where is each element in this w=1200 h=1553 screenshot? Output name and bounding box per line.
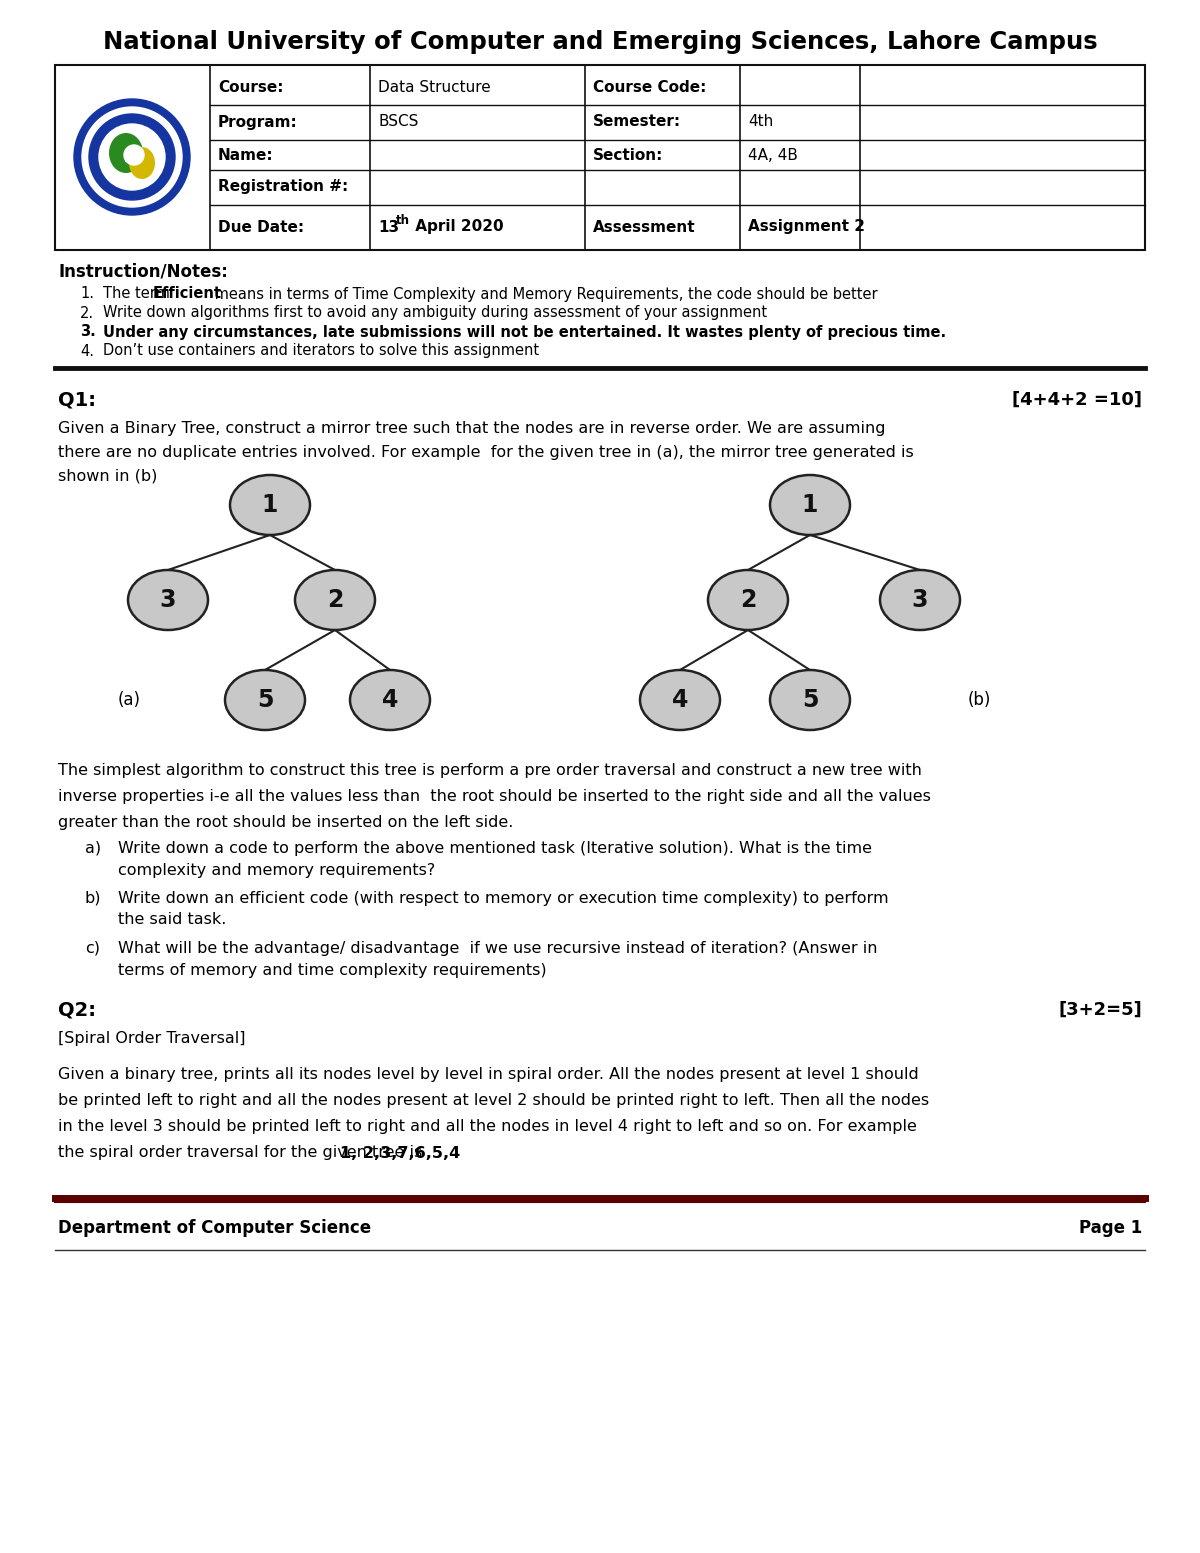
Text: 3: 3: [160, 589, 176, 612]
Text: shown in (b): shown in (b): [58, 469, 157, 483]
Text: greater than the root should be inserted on the left side.: greater than the root should be inserted…: [58, 814, 514, 829]
Text: 2: 2: [740, 589, 756, 612]
Text: Write down an efficient code (with respect to memory or execution time complexit: Write down an efficient code (with respe…: [118, 890, 889, 905]
Text: April 2020: April 2020: [410, 219, 504, 235]
Text: 4A, 4B: 4A, 4B: [748, 148, 798, 163]
Text: Q1:: Q1:: [58, 390, 96, 410]
Text: BSCS: BSCS: [378, 115, 419, 129]
Text: Don’t use containers and iterators to solve this assignment: Don’t use containers and iterators to so…: [103, 343, 539, 359]
Circle shape: [82, 107, 182, 207]
Text: terms of memory and time complexity requirements): terms of memory and time complexity requ…: [118, 963, 547, 977]
Ellipse shape: [770, 475, 850, 534]
Circle shape: [124, 144, 144, 165]
Text: Given a Binary Tree, construct a mirror tree such that the nodes are in reverse : Given a Binary Tree, construct a mirror …: [58, 421, 886, 435]
Text: there are no duplicate entries involved. For example  for the given tree in (a),: there are no duplicate entries involved.…: [58, 444, 913, 460]
Ellipse shape: [130, 148, 155, 179]
Text: 5: 5: [257, 688, 274, 711]
Text: Write down a code to perform the above mentioned task (Iterative solution). What: Write down a code to perform the above m…: [118, 840, 872, 856]
Text: Course Code:: Course Code:: [593, 79, 707, 95]
Text: 4: 4: [672, 688, 688, 711]
Text: [4+4+2 =10]: [4+4+2 =10]: [1012, 391, 1142, 408]
Ellipse shape: [230, 475, 310, 534]
Text: in the level 3 should be printed left to right and all the nodes in level 4 righ: in the level 3 should be printed left to…: [58, 1120, 917, 1135]
Text: Page 1: Page 1: [1079, 1219, 1142, 1238]
Text: Data Structure: Data Structure: [378, 79, 491, 95]
Ellipse shape: [109, 134, 143, 172]
Text: What will be the advantage/ disadvantage  if we use recursive instead of iterati: What will be the advantage/ disadvantage…: [118, 941, 877, 955]
Text: National University of Computer and Emerging Sciences, Lahore Campus: National University of Computer and Emer…: [103, 30, 1097, 54]
Text: Assignment 2: Assignment 2: [748, 219, 865, 235]
Text: 2.: 2.: [80, 306, 94, 320]
Text: Semester:: Semester:: [593, 115, 682, 129]
Circle shape: [74, 99, 190, 214]
Ellipse shape: [880, 570, 960, 631]
Text: 4: 4: [382, 688, 398, 711]
Text: Assessment: Assessment: [593, 219, 696, 235]
Text: Section:: Section:: [593, 148, 664, 163]
Ellipse shape: [640, 669, 720, 730]
Text: (a): (a): [118, 691, 142, 710]
Text: means in terms of Time Complexity and Memory Requirements, the code should be be: means in terms of Time Complexity and Me…: [210, 286, 877, 301]
Text: Write down algorithms first to avoid any ambiguity during assessment of your ass: Write down algorithms first to avoid any…: [103, 306, 767, 320]
Text: 2: 2: [326, 589, 343, 612]
Text: 4.: 4.: [80, 343, 94, 359]
Text: The simplest algorithm to construct this tree is perform a pre order traversal a: The simplest algorithm to construct this…: [58, 763, 922, 778]
Ellipse shape: [295, 570, 374, 631]
Text: Given a binary tree, prints all its nodes level by level in spiral order. All th: Given a binary tree, prints all its node…: [58, 1067, 919, 1082]
Text: the spiral order traversal for the given tree is: the spiral order traversal for the given…: [58, 1146, 427, 1160]
Text: 1: 1: [802, 492, 818, 517]
Text: Under any circumstances, late submissions will not be entertained. It wastes ple: Under any circumstances, late submission…: [103, 325, 946, 340]
Text: NU: NU: [124, 152, 144, 166]
Text: Name:: Name:: [218, 148, 274, 163]
Text: 3: 3: [912, 589, 929, 612]
Text: Program:: Program:: [218, 115, 298, 129]
Text: a): a): [85, 840, 101, 856]
Text: c): c): [85, 941, 100, 955]
Text: Department of Computer Science: Department of Computer Science: [58, 1219, 371, 1238]
Text: Due Date:: Due Date:: [218, 219, 304, 235]
Text: th: th: [396, 214, 410, 227]
Text: the said task.: the said task.: [118, 913, 227, 927]
Text: (b): (b): [968, 691, 991, 710]
Text: 1.: 1.: [80, 286, 94, 301]
Text: 3.: 3.: [80, 325, 96, 340]
Text: inverse properties i-e all the values less than  the root should be inserted to : inverse properties i-e all the values le…: [58, 789, 931, 803]
Text: 1, 2,3,7,6,5,4: 1, 2,3,7,6,5,4: [340, 1146, 460, 1160]
Text: complexity and memory requirements?: complexity and memory requirements?: [118, 862, 436, 877]
Text: The term: The term: [103, 286, 174, 301]
Text: Course:: Course:: [218, 79, 283, 95]
Text: be printed left to right and all the nodes present at level 2 should be printed : be printed left to right and all the nod…: [58, 1093, 929, 1109]
Text: 13: 13: [378, 219, 400, 235]
Text: 5: 5: [802, 688, 818, 711]
Text: [3+2=5]: [3+2=5]: [1058, 1002, 1142, 1019]
Text: 4th: 4th: [748, 115, 773, 129]
Text: 1: 1: [262, 492, 278, 517]
Text: Registration #:: Registration #:: [218, 180, 348, 194]
Text: [Spiral Order Traversal]: [Spiral Order Traversal]: [58, 1031, 246, 1045]
Bar: [55, 65, 1145, 250]
Ellipse shape: [770, 669, 850, 730]
Ellipse shape: [708, 570, 788, 631]
Text: Efficient: Efficient: [152, 286, 222, 301]
Ellipse shape: [226, 669, 305, 730]
Text: b): b): [85, 890, 102, 905]
Circle shape: [89, 113, 175, 200]
Circle shape: [98, 124, 166, 189]
Text: Q2:: Q2:: [58, 1000, 96, 1019]
Ellipse shape: [128, 570, 208, 631]
Ellipse shape: [350, 669, 430, 730]
Text: Instruction/Notes:: Instruction/Notes:: [58, 262, 228, 281]
